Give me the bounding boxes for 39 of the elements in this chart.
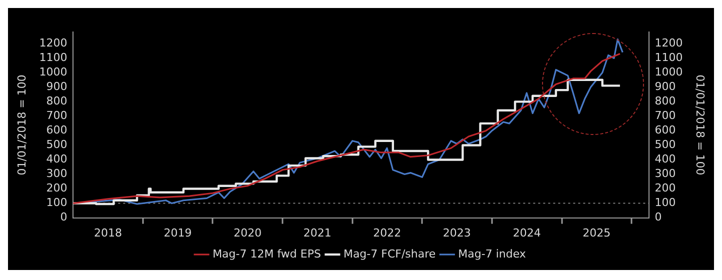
y-tick-label: 1000: [39, 66, 68, 79]
y2-tick-label: 0: [654, 210, 662, 224]
legend-label: Mag-7 12M fwd EPS: [212, 247, 321, 260]
y-axis-title: 01/01/2018 = 100: [15, 74, 28, 176]
x-tick-label: 2025: [582, 226, 611, 240]
x-tick-label: 2018: [94, 226, 122, 240]
y2-tick-label: 100: [654, 196, 676, 210]
y-tick-label: 400: [46, 152, 68, 166]
y-tick-label: 800: [46, 94, 68, 108]
y2-tick-label: 1200: [654, 36, 683, 50]
x-tick-label: 2024: [512, 226, 541, 240]
x-tick-label: 2022: [373, 226, 402, 240]
x-tick-label: 2019: [164, 226, 192, 240]
x-tick-label: 2021: [303, 226, 332, 240]
y-tick-label: 0: [60, 210, 68, 224]
y-tick-label: 600: [46, 124, 68, 137]
y-tick-label: 100: [46, 196, 68, 210]
legend-label: Mag-7 FCF/share: [343, 247, 436, 260]
y2-tick-label: 400: [654, 152, 676, 166]
x-tick-label: 2020: [234, 226, 262, 240]
y2-tick-label: 1100: [654, 50, 683, 64]
y2-tick-label: 800: [654, 94, 676, 108]
y-tick-label: 300: [46, 167, 68, 180]
y2-tick-label: 900: [654, 80, 676, 94]
y-tick-label: 700: [46, 109, 68, 122]
y2-tick-label: 200: [654, 182, 676, 195]
y2-tick-label: 300: [654, 167, 676, 180]
y-tick-label: 1100: [39, 50, 68, 64]
y-tick-label: 900: [46, 80, 68, 94]
y-tick-label: 500: [46, 138, 68, 152]
y2-tick-label: 500: [654, 138, 676, 152]
y-tick-label: 200: [46, 182, 68, 195]
y-tick-label: 1200: [39, 36, 68, 50]
y2-tick-label: 600: [654, 124, 676, 137]
y2-tick-label: 1000: [654, 66, 683, 79]
legend-label: Mag-7 index: [458, 247, 526, 260]
x-tick-label: 2023: [442, 226, 471, 240]
y2-axis-title: 01/01/2018 = 100: [694, 74, 707, 176]
y2-tick-label: 700: [654, 109, 676, 122]
